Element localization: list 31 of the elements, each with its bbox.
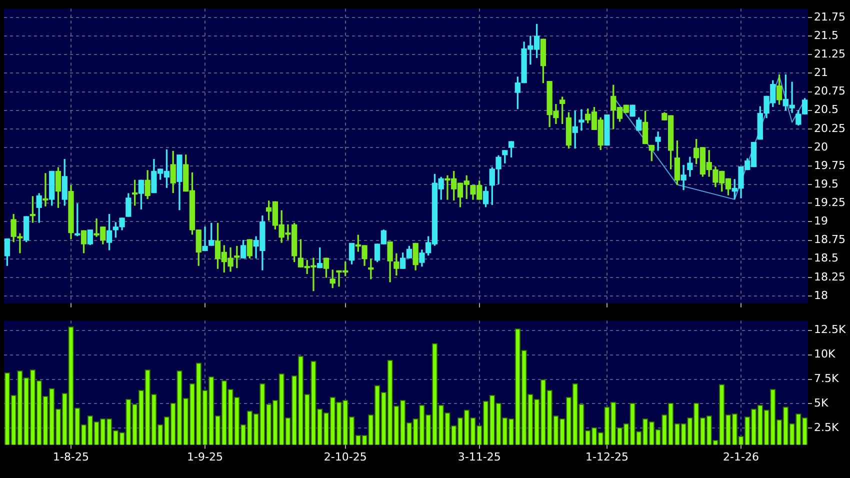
y-tick-label: 5K	[814, 396, 829, 410]
y-tick-label: 19.5	[814, 177, 838, 190]
y-tick-label: 21	[814, 66, 828, 80]
y-tick-label: 10K	[814, 348, 836, 361]
x-tick-label: 1-9-25	[187, 450, 223, 464]
y-tick-label: 19	[814, 214, 828, 228]
x-tick-label: 1-12-25	[586, 450, 628, 464]
y-tick-label: 20	[814, 140, 828, 154]
x-tick-label: 1-8-25	[53, 450, 89, 464]
y-tick-label: 18	[814, 288, 828, 302]
y-tick-label: 19.75	[814, 158, 846, 172]
x-tick-label: 3-11-25	[458, 450, 501, 464]
candlestick	[578, 109, 584, 131]
y-tick-label: 7.5K	[814, 372, 840, 386]
y-tick-label: 21.5	[814, 28, 838, 42]
y-tick-label: 20.75	[814, 84, 846, 98]
y-tick-label: 20.25	[814, 122, 846, 135]
y-tick-label: 21.75	[814, 10, 846, 24]
y-tick-label: 18.5	[814, 252, 838, 265]
x-tick-label: 2-1-26	[723, 450, 759, 464]
candlestick	[680, 164, 686, 190]
y-tick-label: 18.25	[814, 270, 846, 284]
y-tick-label: 21.25	[814, 48, 846, 60]
candlestick	[42, 173, 48, 206]
y-tick-label: 12.5K	[814, 323, 846, 336]
x-tick-label: 2-10-25	[324, 450, 367, 464]
y-tick-label: 19.25	[814, 196, 846, 210]
candlestick	[202, 226, 208, 252]
y-tick-label: 18.75	[814, 233, 846, 246]
y-tick-label: 2.5K	[814, 421, 840, 434]
y-tick-label: 20.5	[814, 103, 838, 116]
